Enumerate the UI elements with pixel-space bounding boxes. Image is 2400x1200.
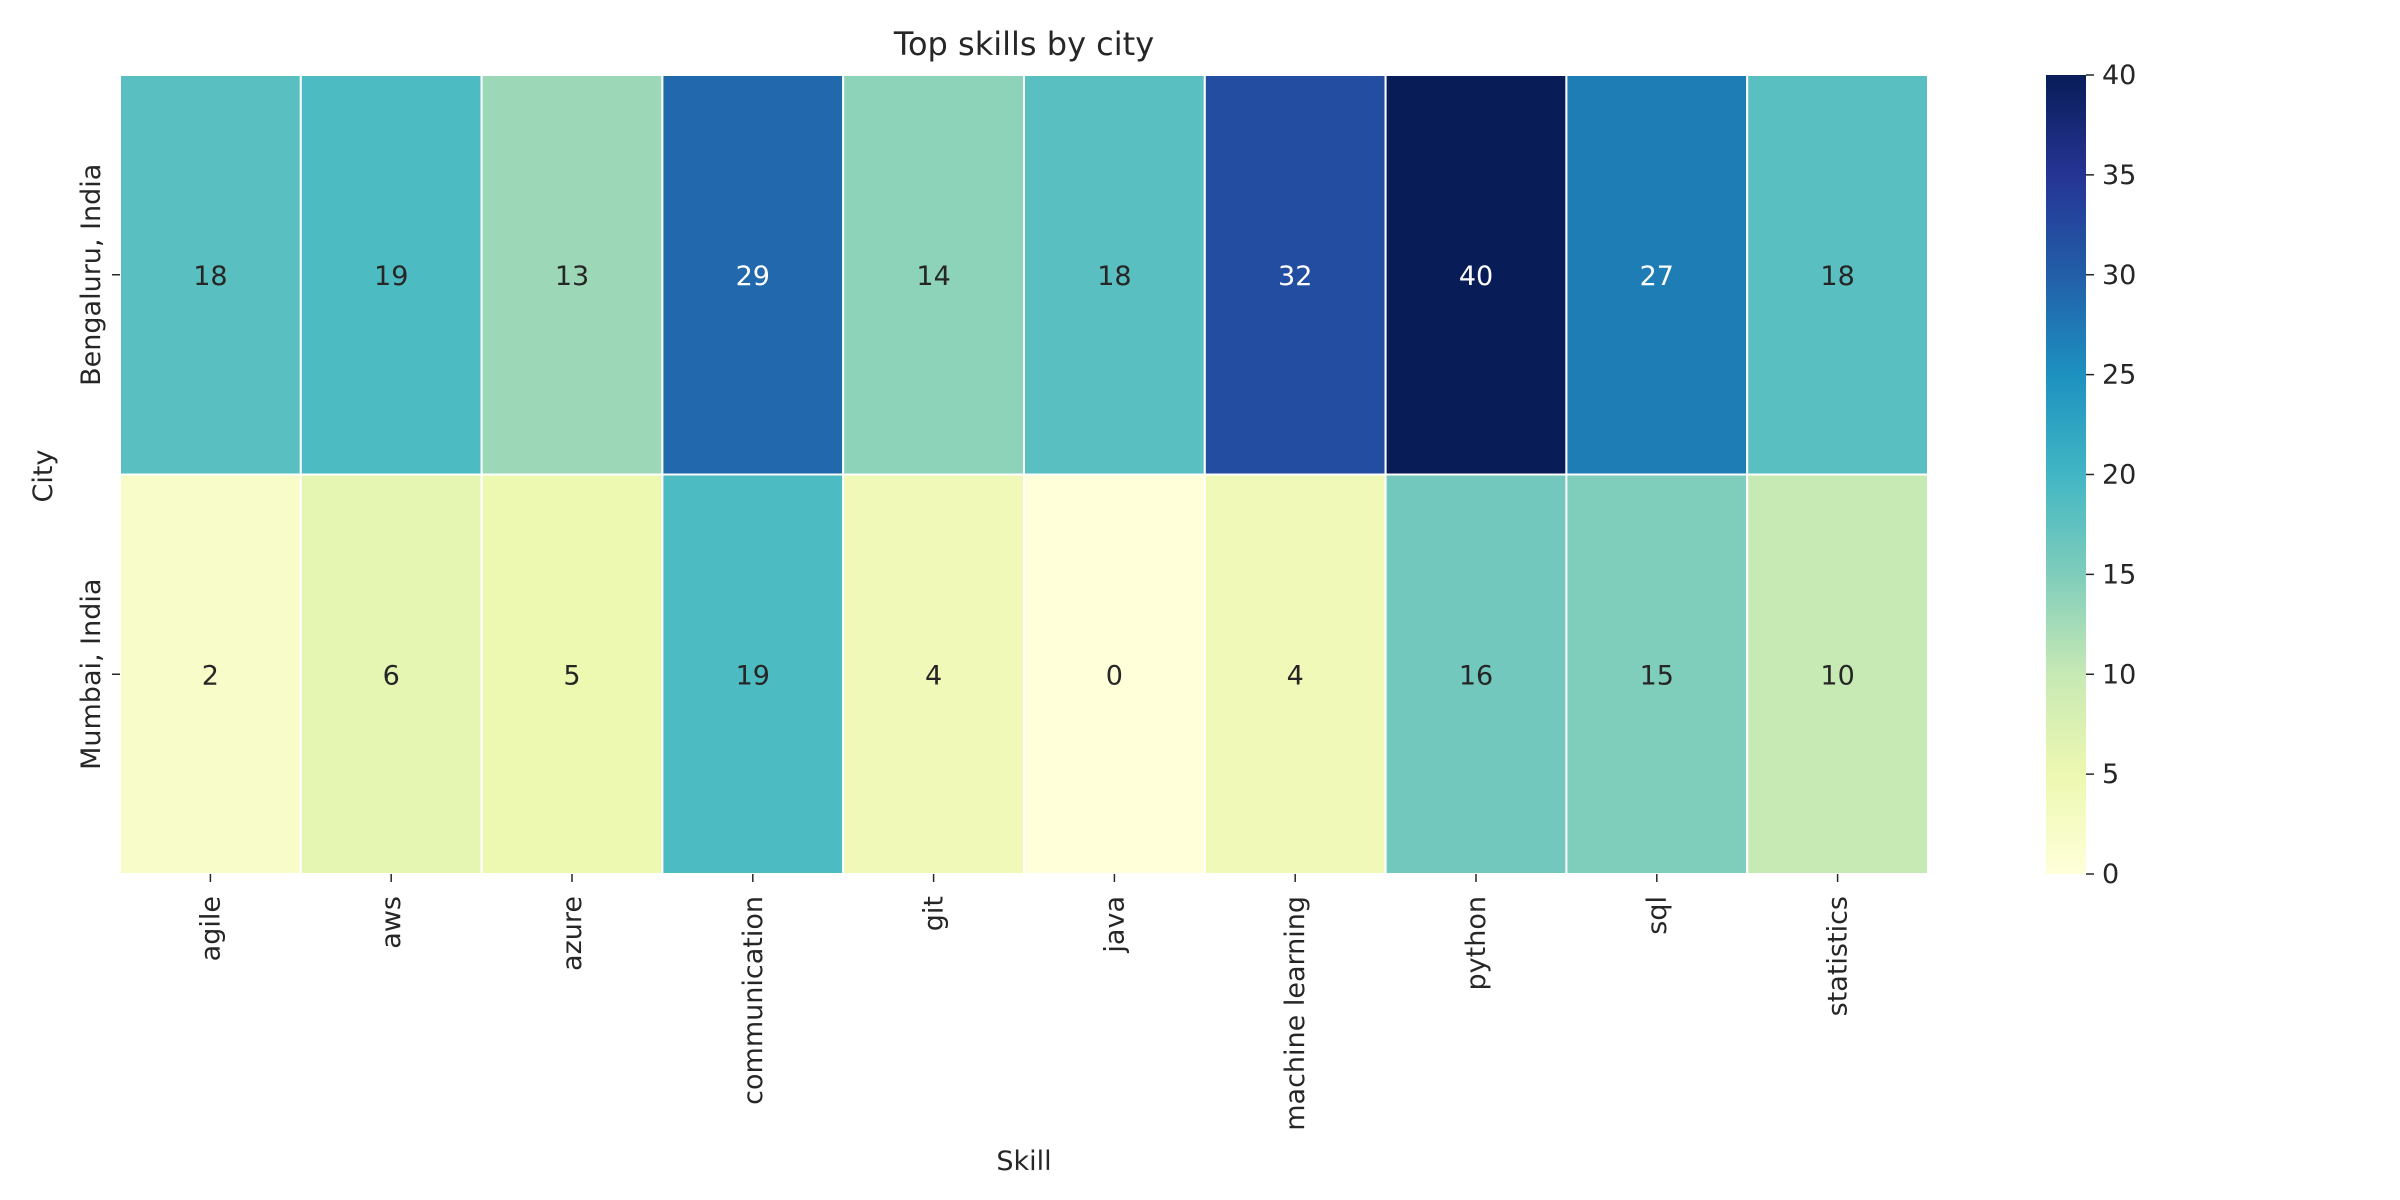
colorbar-tick-label: 25 <box>2102 360 2136 391</box>
cell-value-label: 18 <box>1097 261 1131 292</box>
heatmap-cell <box>1203 473 1387 875</box>
chart-title: Top skills by city <box>893 25 1154 63</box>
colorbar-tick-label: 10 <box>2102 659 2136 690</box>
y-axis-label: City <box>28 450 59 503</box>
cell-value-label: 0 <box>1106 660 1123 691</box>
heatmap-cell <box>661 473 845 875</box>
cell-value-label: 13 <box>555 261 589 292</box>
x-tick-label: python <box>1461 896 1492 990</box>
cell-value-label: 10 <box>1820 660 1854 691</box>
heatmap-cell <box>480 473 664 875</box>
heatmap-cell <box>1746 74 1929 476</box>
heatmap-cell <box>1023 473 1206 875</box>
cell-value-label: 5 <box>563 660 580 691</box>
y-tick-label: Mumbai, India <box>76 579 107 770</box>
colorbar-tick-label: 0 <box>2102 859 2119 890</box>
x-tick-label: statistics <box>1823 896 1854 1016</box>
cell-value-label: 2 <box>202 660 219 691</box>
cell-value-label: 29 <box>736 261 770 292</box>
heatmap-cell <box>842 473 1026 875</box>
x-tick-label: azure <box>557 896 588 971</box>
colorbar-tick-label: 20 <box>2102 460 2136 491</box>
colorbar-tick-label: 30 <box>2102 260 2136 291</box>
x-tick-label: aws <box>376 896 407 949</box>
heatmap-cell <box>1746 473 1929 875</box>
heatmap-cell <box>1384 74 1568 476</box>
heatmap-cell <box>119 74 302 476</box>
cell-value-label: 4 <box>1287 660 1304 691</box>
colorbar-tick-label: 15 <box>2102 559 2136 590</box>
colorbar-tick-label: 40 <box>2102 60 2136 91</box>
cell-value-label: 27 <box>1640 261 1674 292</box>
colorbar: 0 5 10 15 20 25 30 35 40 <box>2046 60 2136 890</box>
colorbar-gradient <box>2046 75 2086 874</box>
x-axis-label: Skill <box>996 1146 1051 1177</box>
x-tick-label: machine learning <box>1280 896 1311 1131</box>
heatmap-cell <box>1023 74 1206 476</box>
heatmap-cell <box>1565 473 1749 875</box>
cell-value-label: 14 <box>916 261 950 292</box>
heatmap-cell <box>842 74 1026 476</box>
cell-value-label: 19 <box>374 261 408 292</box>
x-tick-label: sql <box>1642 896 1673 935</box>
x-axis-ticks: agile aws azure communication git java machine… <box>195 874 1854 1131</box>
cell-value-label: 6 <box>383 660 400 691</box>
y-axis-ticks: Bengaluru, India Mumbai, India <box>76 164 120 770</box>
heatmap-cell <box>661 74 845 476</box>
heatmap-cell <box>1384 473 1568 875</box>
cell-value-label: 18 <box>193 261 227 292</box>
heatmap-cells: 18 19 13 29 14 18 32 40 27 182 6 5 19 4 0 4 16 15 10 <box>119 74 1929 875</box>
heatmap-cell <box>299 473 483 875</box>
cell-value-label: 18 <box>1820 261 1854 292</box>
x-tick-label: communication <box>738 896 769 1105</box>
cell-value-label: 32 <box>1278 261 1312 292</box>
heatmap-cell <box>299 74 483 476</box>
cell-value-label: 19 <box>736 660 770 691</box>
cell-value-label: 16 <box>1459 660 1493 691</box>
cell-value-label: 4 <box>925 660 942 691</box>
x-tick-label: agile <box>195 896 226 961</box>
heatmap-cell <box>480 74 664 476</box>
colorbar-tick-label: 5 <box>2102 759 2119 790</box>
cell-value-label: 15 <box>1640 660 1674 691</box>
y-tick-label: Bengaluru, India <box>76 164 107 386</box>
cell-value-label: 40 <box>1459 261 1493 292</box>
x-tick-label: java <box>1099 896 1130 954</box>
colorbar-tick-label: 35 <box>2102 160 2136 191</box>
x-tick-label: git <box>919 896 950 931</box>
